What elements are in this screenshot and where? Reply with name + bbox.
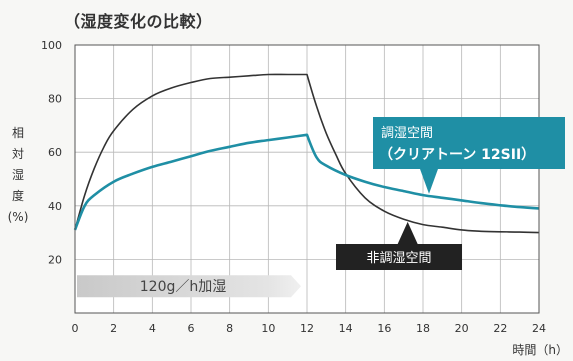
x-tick-label: 0	[72, 322, 79, 335]
y-label-char: 湿	[12, 167, 24, 182]
y-tick-label: 100	[41, 39, 62, 52]
y-tick-label: 20	[48, 253, 62, 266]
annotation-conditioned-line1: 調湿空間	[381, 126, 433, 141]
y-label-char: 対	[12, 147, 24, 161]
chart-title: （湿度変化の比較）	[64, 12, 213, 31]
x-axis-label-text: 時間（h）	[512, 343, 568, 357]
y-tick-label: 60	[48, 146, 62, 159]
y-tick-label: 40	[48, 200, 62, 213]
annotation-pointer-unconditioned	[397, 221, 418, 244]
humidifying-band: 120g／h加湿	[77, 275, 301, 298]
y-tick-label: 80	[48, 93, 62, 106]
series-lines	[73, 73, 540, 234]
series-line-0	[74, 73, 540, 234]
y-label-char: (%)	[8, 210, 29, 224]
annotation-conditioned-line2: （クリアトーン 12SII）	[379, 147, 535, 163]
x-tick-label: 4	[149, 322, 156, 335]
humidifying-arrow	[77, 275, 301, 298]
y-label-char: 相	[12, 126, 24, 140]
annotation-pointer-conditioned	[420, 169, 438, 194]
humidifying-label: 120g／h加湿	[140, 279, 226, 295]
x-tick-label: 6	[188, 322, 195, 335]
x-tick-label: 12	[300, 322, 314, 335]
x-tick-label: 10	[261, 322, 275, 335]
x-tick-label: 18	[416, 322, 430, 335]
x-tick-label: 24	[532, 322, 546, 335]
x-tick-label: 8	[226, 322, 233, 335]
x-tick-label: 16	[377, 322, 391, 335]
x-tick-label: 2	[110, 322, 117, 335]
x-tick-label: 14	[339, 322, 353, 335]
x-tick-label: 20	[455, 322, 469, 335]
series-line-1	[73, 133, 540, 231]
y-label-char: 度	[12, 188, 24, 203]
annotation-box-conditioned	[373, 117, 565, 169]
x-axis-label: 時間（h）	[512, 343, 568, 357]
x-tick-label: 22	[493, 322, 507, 335]
annotations: 調湿空間 （クリアトーン 12SII） 非調湿空間	[336, 117, 565, 270]
plot-frame	[74, 44, 540, 314]
annotation-box-unconditioned	[336, 244, 462, 270]
annotation-unconditioned-text: 非調湿空間	[366, 251, 431, 266]
